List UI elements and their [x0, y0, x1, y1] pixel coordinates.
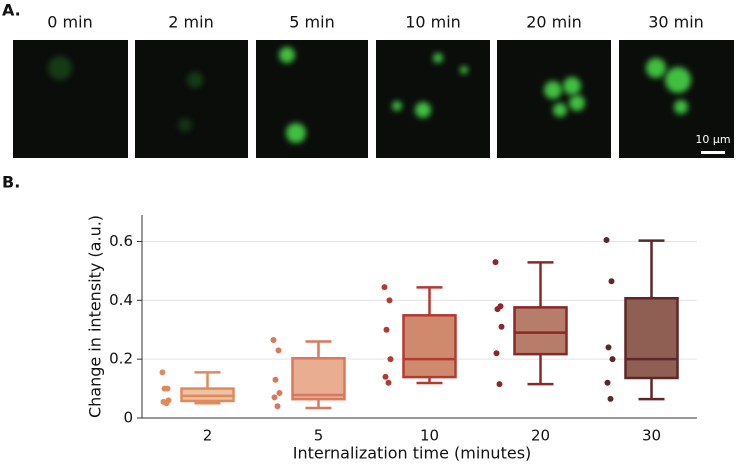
- point: [608, 278, 615, 285]
- cell: [563, 77, 581, 95]
- y-tick-label: 0: [123, 409, 133, 427]
- point: [492, 259, 499, 266]
- box: [624, 297, 679, 380]
- image-label: 0 min: [47, 13, 92, 32]
- cell: [187, 72, 203, 88]
- cell: [569, 95, 585, 111]
- x-tick-label: 5: [314, 427, 324, 445]
- point: [382, 373, 389, 380]
- x-axis-label: Internalization time (minutes): [293, 444, 532, 463]
- point: [274, 403, 281, 410]
- micrograph: [619, 40, 734, 158]
- x-tick-label: 20: [531, 427, 550, 445]
- image-label: 30 min: [648, 13, 704, 32]
- point: [604, 379, 611, 386]
- micrograph: [497, 40, 611, 158]
- image-label: 20 min: [526, 13, 582, 32]
- panel-label: B.: [2, 173, 20, 192]
- box: [402, 314, 457, 379]
- cell: [674, 100, 688, 114]
- cell: [544, 81, 562, 99]
- cell: [415, 102, 431, 118]
- point: [383, 326, 390, 333]
- point: [276, 389, 283, 396]
- point: [494, 306, 501, 313]
- x-tick-label: 2: [203, 427, 213, 445]
- cell: [433, 53, 443, 63]
- point: [607, 395, 614, 402]
- point: [386, 297, 393, 304]
- point: [272, 376, 279, 383]
- point: [275, 347, 282, 354]
- point: [159, 369, 166, 376]
- y-tick-label: 0.2: [109, 350, 133, 368]
- scale-bar-label: 10 µm: [695, 133, 730, 146]
- y-axis-label: Change in intensity (a.u.): [86, 215, 105, 418]
- micrograph: [376, 40, 490, 158]
- point: [387, 356, 394, 363]
- y-tick-label: 0.4: [109, 291, 133, 309]
- micrograph: [13, 40, 128, 158]
- cell: [460, 66, 468, 74]
- point: [161, 385, 168, 392]
- micrograph: [256, 40, 368, 158]
- x-tick-label: 30: [642, 427, 661, 445]
- point: [496, 381, 503, 388]
- point: [609, 356, 616, 363]
- box: [513, 306, 568, 356]
- point: [271, 394, 278, 401]
- image-label: 5 min: [289, 13, 334, 32]
- y-tick-label: 0.6: [109, 232, 133, 250]
- x-tick-label: 10: [420, 427, 439, 445]
- image-strip: 10 µm: [13, 40, 734, 158]
- point: [270, 337, 277, 344]
- cell: [286, 123, 306, 143]
- cell: [392, 101, 402, 111]
- cell: [665, 67, 691, 93]
- image-label: 2 min: [168, 13, 213, 32]
- point: [605, 344, 612, 351]
- point: [493, 350, 500, 357]
- cell: [48, 56, 72, 80]
- point: [385, 379, 392, 386]
- micrograph: [135, 40, 248, 158]
- cell: [553, 103, 567, 117]
- scale-bar: [701, 151, 725, 154]
- point: [381, 284, 388, 291]
- panel-label: A.: [2, 1, 21, 20]
- cell: [646, 58, 666, 78]
- cell: [279, 47, 295, 63]
- point: [498, 323, 505, 330]
- image-label: 10 min: [405, 13, 461, 32]
- point: [163, 400, 170, 407]
- cell: [178, 118, 192, 132]
- box: [291, 357, 346, 401]
- point: [603, 237, 610, 244]
